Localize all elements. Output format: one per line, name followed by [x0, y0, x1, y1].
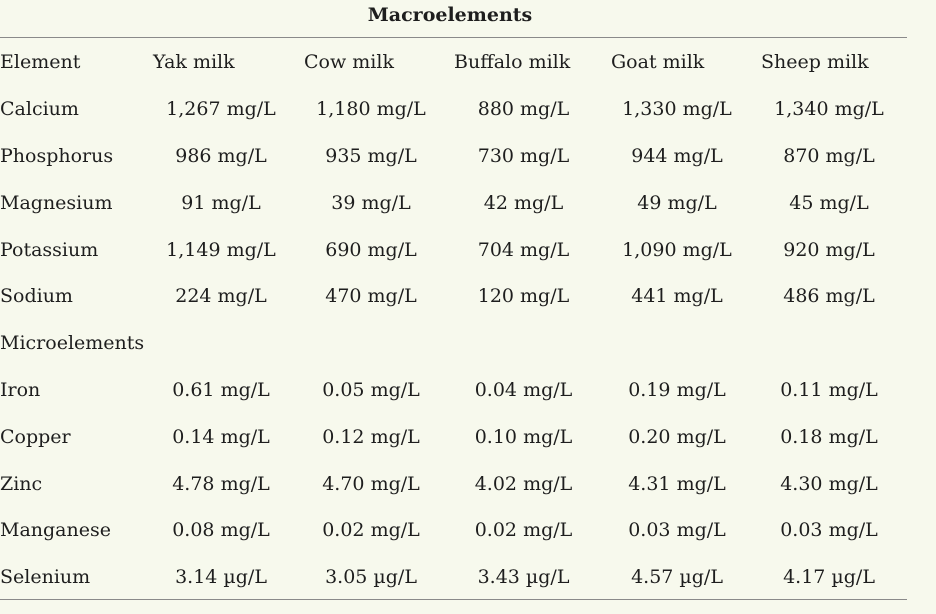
- value-cell: 0.61 mg/L: [172, 378, 270, 401]
- micro-section: Microelements: [0, 320, 905, 367]
- top-rule: [0, 37, 907, 38]
- element-name: Copper: [0, 425, 71, 448]
- value-cell: 730 mg/L: [477, 144, 570, 167]
- value-cell: 0.20 mg/L: [628, 425, 726, 448]
- value-cell: 704 mg/L: [477, 238, 570, 261]
- value-cell: 0.14 mg/L: [172, 425, 270, 448]
- value-cell: 39 mg/L: [331, 191, 411, 214]
- table-row: Magnesium 91 mg/L 39 mg/L 42 mg/L 49 mg/L 45 …: [0, 179, 905, 226]
- element-name: Phosphorus: [0, 144, 114, 167]
- value-cell: 0.03 mg/L: [780, 519, 878, 542]
- value-cell: 0.03 mg/L: [628, 519, 726, 542]
- value-cell: 1,090 mg/L: [622, 238, 732, 261]
- table-row: Sodium 224 mg/L 470 mg/L 120 mg/L 441 mg/L 48…: [0, 273, 905, 320]
- header-buffalo-milk: Buffalo milk: [454, 51, 571, 74]
- element-name: Calcium: [0, 98, 79, 121]
- value-cell: 470 mg/L: [325, 285, 417, 308]
- element-name: Zinc: [0, 472, 43, 495]
- value-cell: 4.57 µg/L: [631, 566, 723, 589]
- value-cell: 1,330 mg/L: [622, 98, 732, 121]
- value-cell: 3.43 µg/L: [477, 566, 570, 589]
- header-yak-milk: Yak milk: [153, 51, 235, 74]
- value-cell: 224 mg/L: [175, 285, 267, 308]
- value-cell: 0.12 mg/L: [322, 425, 420, 448]
- value-cell: 4.31 mg/L: [628, 472, 726, 495]
- value-cell: 690 mg/L: [325, 238, 417, 261]
- value-cell: 1,180 mg/L: [316, 98, 426, 121]
- table-row: Phosphorus 986 mg/L 935 mg/L 730 mg/L 944 mg…: [0, 133, 905, 180]
- table-row: Selenium 3.14 µg/L 3.05 µg/L 3.43 µg/L 4.57 …: [0, 554, 905, 601]
- value-cell: 486 mg/L: [783, 285, 875, 308]
- value-cell: 120 mg/L: [477, 285, 570, 308]
- value-cell: 920 mg/L: [783, 238, 875, 261]
- table-title: Macroelements: [367, 4, 533, 26]
- value-cell: 1,149 mg/L: [166, 238, 276, 261]
- table-row: Calcium 1,267 mg/L 1,180 mg/L 880 mg/L 1,330…: [0, 86, 905, 133]
- value-cell: 0.02 mg/L: [322, 519, 420, 542]
- value-cell: 4.30 mg/L: [780, 472, 878, 495]
- value-cell: 3.14 µg/L: [175, 566, 267, 589]
- value-cell: 3.05 µg/L: [325, 566, 417, 589]
- value-cell: 4.02 mg/L: [474, 472, 573, 495]
- header-row: Element Yak milk Cow milk Buffalo milk G…: [0, 39, 905, 86]
- value-cell: 880 mg/L: [477, 98, 570, 121]
- table-row: Manganese 0.08 mg/L 0.02 mg/L 0.02 mg/L 0.03…: [0, 507, 905, 554]
- element-name: Selenium: [0, 566, 91, 589]
- micro-section-row: Microelements: [0, 320, 905, 367]
- table-row: Potassium 1,149 mg/L 690 mg/L 704 mg/L 1,090…: [0, 226, 905, 273]
- value-cell: 42 mg/L: [483, 191, 564, 214]
- value-cell: 4.70 mg/L: [322, 472, 420, 495]
- value-cell: 0.05 mg/L: [322, 378, 420, 401]
- micro-rows: Iron 0.61 mg/L 0.05 mg/L 0.04 mg/L 0.19 mg/L…: [0, 367, 905, 601]
- value-cell: 986 mg/L: [175, 144, 267, 167]
- header-cow-milk: Cow milk: [304, 51, 394, 74]
- value-cell: 0.04 mg/L: [474, 378, 573, 401]
- value-cell: 0.02 mg/L: [474, 519, 573, 542]
- value-cell: 0.18 mg/L: [780, 425, 878, 448]
- value-cell: 4.78 mg/L: [172, 472, 270, 495]
- table-row: Copper 0.14 mg/L 0.12 mg/L 0.10 mg/L 0.20 mg…: [0, 413, 905, 460]
- element-name: Manganese: [0, 519, 111, 542]
- macro-rows: Calcium 1,267 mg/L 1,180 mg/L 880 mg/L 1,330…: [0, 86, 905, 320]
- value-cell: 0.08 mg/L: [172, 519, 270, 542]
- value-cell: 91 mg/L: [181, 191, 261, 214]
- value-cell: 441 mg/L: [631, 285, 723, 308]
- milk-minerals-table: Element Yak milk Cow milk Buffalo milk G…: [0, 39, 905, 601]
- header-goat-milk: Goat milk: [611, 51, 705, 74]
- value-cell: 944 mg/L: [631, 144, 723, 167]
- element-name: Sodium: [0, 285, 73, 308]
- header-sheep-milk: Sheep milk: [761, 51, 869, 74]
- header-element: Element: [0, 51, 81, 74]
- value-cell: 1,267 mg/L: [166, 98, 276, 121]
- element-name: Iron: [0, 378, 41, 401]
- value-cell: 4.17 µg/L: [783, 566, 875, 589]
- value-cell: 49 mg/L: [637, 191, 717, 214]
- table-row: Iron 0.61 mg/L 0.05 mg/L 0.04 mg/L 0.19 mg/L…: [0, 367, 905, 414]
- element-name: Potassium: [0, 238, 99, 261]
- microelements-label: Microelements: [0, 332, 145, 355]
- value-cell: 0.10 mg/L: [474, 425, 573, 448]
- value-cell: 935 mg/L: [325, 144, 417, 167]
- table-row: Zinc 4.78 mg/L 4.70 mg/L 4.02 mg/L 4.31 mg/L…: [0, 460, 905, 507]
- value-cell: 45 mg/L: [789, 191, 869, 214]
- value-cell: 1,340 mg/L: [774, 98, 884, 121]
- bottom-rule: [0, 599, 907, 600]
- element-name: Magnesium: [0, 191, 113, 214]
- value-cell: 0.19 mg/L: [628, 378, 726, 401]
- value-cell: 0.11 mg/L: [780, 378, 878, 401]
- value-cell: 870 mg/L: [783, 144, 875, 167]
